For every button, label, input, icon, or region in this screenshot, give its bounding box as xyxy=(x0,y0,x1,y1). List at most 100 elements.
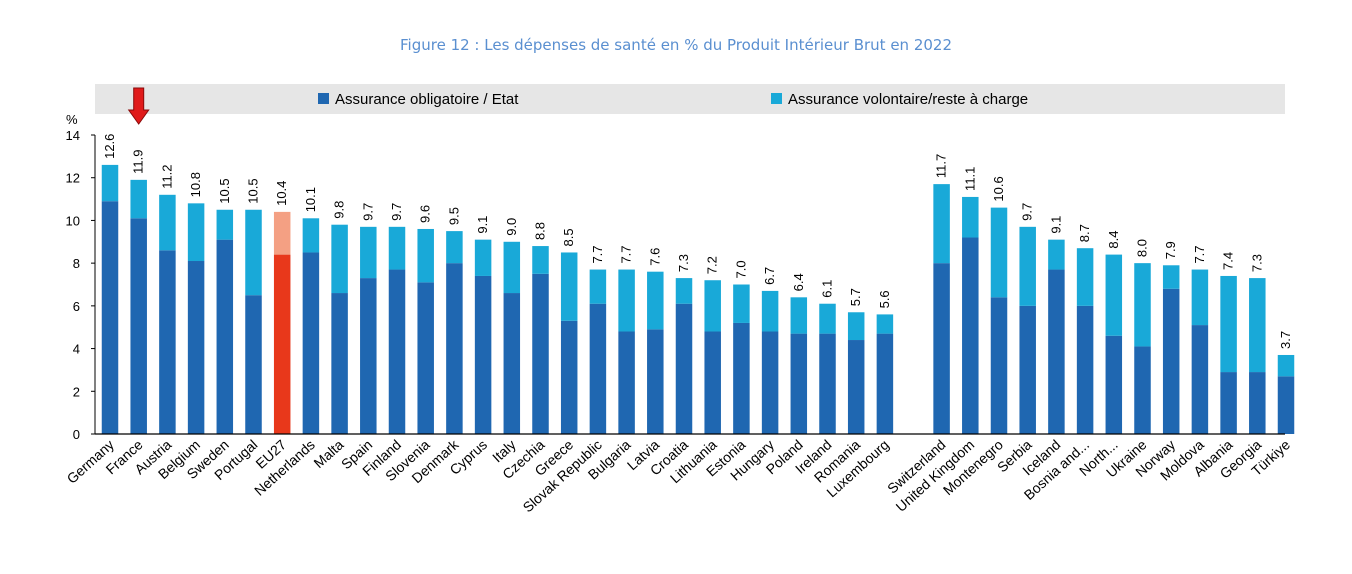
bar-compulsory xyxy=(1277,376,1295,434)
bar-value-label: 12.6 xyxy=(102,134,117,159)
bar-voluntary xyxy=(1134,263,1151,347)
bar-value-label: 9.7 xyxy=(1020,203,1035,221)
bar-voluntary xyxy=(1277,354,1295,377)
bar-value-label: 9.1 xyxy=(1048,216,1063,234)
bar-compulsory xyxy=(360,278,377,434)
bar-compulsory xyxy=(1048,269,1065,434)
bar-value-label: 9.0 xyxy=(504,218,519,236)
bar-compulsory xyxy=(273,254,291,434)
bar-compulsory xyxy=(187,261,205,434)
bar-voluntary xyxy=(360,226,377,279)
bar-compulsory xyxy=(647,329,664,434)
bar-voluntary xyxy=(647,271,664,330)
bar-voluntary xyxy=(1105,254,1123,336)
bar-value-label: 7.3 xyxy=(1249,254,1264,272)
bar-voluntary xyxy=(675,278,693,304)
y-tick-label: 2 xyxy=(73,384,80,399)
bar-compulsory xyxy=(446,263,463,434)
chart-title: Figure 12 : Les dépenses de santé en % d… xyxy=(400,36,952,54)
bar-compulsory xyxy=(388,269,406,434)
bar-compulsory xyxy=(532,273,549,434)
bar-compulsory xyxy=(101,201,119,434)
bar-value-label: 6.7 xyxy=(762,267,777,285)
bar-value-label: 10.1 xyxy=(303,187,318,212)
bar-voluntary xyxy=(130,179,147,219)
bar-value-label: 11.9 xyxy=(131,150,146,174)
bar-voluntary xyxy=(388,226,406,270)
bar-voluntary xyxy=(216,209,234,240)
bar-compulsory xyxy=(1134,346,1151,434)
bar-value-label: 7.6 xyxy=(647,248,662,266)
bar-value-label: 7.7 xyxy=(619,245,634,263)
y-tick-label: 12 xyxy=(66,171,80,186)
bar-value-label: 7.2 xyxy=(705,256,720,274)
bar-compulsory xyxy=(933,263,950,434)
bar-voluntary xyxy=(1162,265,1180,289)
bar-voluntary xyxy=(159,194,176,251)
y-axis-label: % xyxy=(66,112,78,127)
bar-voluntary xyxy=(101,164,119,202)
bar-value-label: 11.2 xyxy=(159,164,174,188)
bar-voluntary xyxy=(417,228,434,283)
bar-value-label: 7.7 xyxy=(590,245,605,263)
bar-voluntary xyxy=(187,203,205,262)
bar-voluntary xyxy=(733,284,750,323)
bar-value-label: 10.5 xyxy=(246,178,261,203)
bar-compulsory xyxy=(618,331,635,434)
bar-voluntary xyxy=(1076,248,1094,306)
bar-voluntary xyxy=(474,239,492,276)
bar-voluntary xyxy=(331,224,348,294)
bar-value-label: 10.8 xyxy=(188,172,203,197)
bar-compulsory xyxy=(1019,305,1036,434)
y-tick-label: 6 xyxy=(73,299,80,314)
bar-voluntary xyxy=(245,209,262,296)
bar-value-label: 9.7 xyxy=(389,203,404,221)
bar-compulsory xyxy=(130,218,147,434)
bar-value-label: 9.5 xyxy=(446,207,461,225)
bar-voluntary xyxy=(302,218,320,253)
bar-compulsory xyxy=(245,295,262,434)
bar-compulsory xyxy=(216,239,234,434)
bar-voluntary xyxy=(704,280,721,332)
bar-voluntary xyxy=(618,269,635,332)
bar-compulsory xyxy=(417,282,434,434)
bar-compulsory xyxy=(302,252,320,434)
bar-value-label: 10.6 xyxy=(991,176,1006,201)
bar-voluntary xyxy=(1019,226,1036,306)
legend-background xyxy=(95,84,1285,114)
bar-compulsory xyxy=(847,340,865,434)
markers xyxy=(127,87,150,125)
bar-value-label: 6.1 xyxy=(820,280,835,298)
bar-value-label: 6.4 xyxy=(791,273,806,291)
bar-compulsory xyxy=(159,250,176,434)
bar-voluntary xyxy=(819,303,836,334)
bar-compulsory xyxy=(733,322,750,434)
bar-compulsory xyxy=(560,320,578,434)
value-labels: 12.6 11.9 11.2 10.8 10.5 10.5 10.4 10.1 9.8 9.7 9.… xyxy=(102,134,1293,349)
bar-voluntary xyxy=(503,241,521,294)
bar-compulsory xyxy=(819,333,836,434)
bar-voluntary xyxy=(790,297,808,334)
bars xyxy=(101,164,1295,434)
bar-value-label: 10.4 xyxy=(274,181,289,206)
x-tick-label: Malta xyxy=(310,436,346,471)
bar-voluntary xyxy=(532,246,549,274)
bar-value-label: 7.7 xyxy=(1192,245,1207,263)
bar-value-label: 5.6 xyxy=(877,290,892,308)
bar-value-label: 5.7 xyxy=(848,288,863,306)
bar-value-label: 9.6 xyxy=(418,205,433,223)
bar-compulsory xyxy=(790,333,808,434)
legend-label-2: Assurance volontaire/reste à charge xyxy=(788,91,1028,108)
y-tick-label: 0 xyxy=(73,427,80,442)
bar-compulsory xyxy=(1249,372,1266,434)
bar-compulsory xyxy=(761,331,779,434)
bar-voluntary xyxy=(1249,278,1266,373)
bar-value-label: 8.4 xyxy=(1106,231,1121,249)
y-tick-label: 10 xyxy=(66,213,80,228)
bar-voluntary xyxy=(761,290,779,332)
legend: Assurance obligatoire / Etat Assurance vo… xyxy=(95,84,1285,114)
bar-compulsory xyxy=(331,293,348,434)
x-axis: GermanyFranceAustriaBelgiumSwedenPortuga… xyxy=(64,433,1293,515)
bar-compulsory xyxy=(1162,288,1180,434)
